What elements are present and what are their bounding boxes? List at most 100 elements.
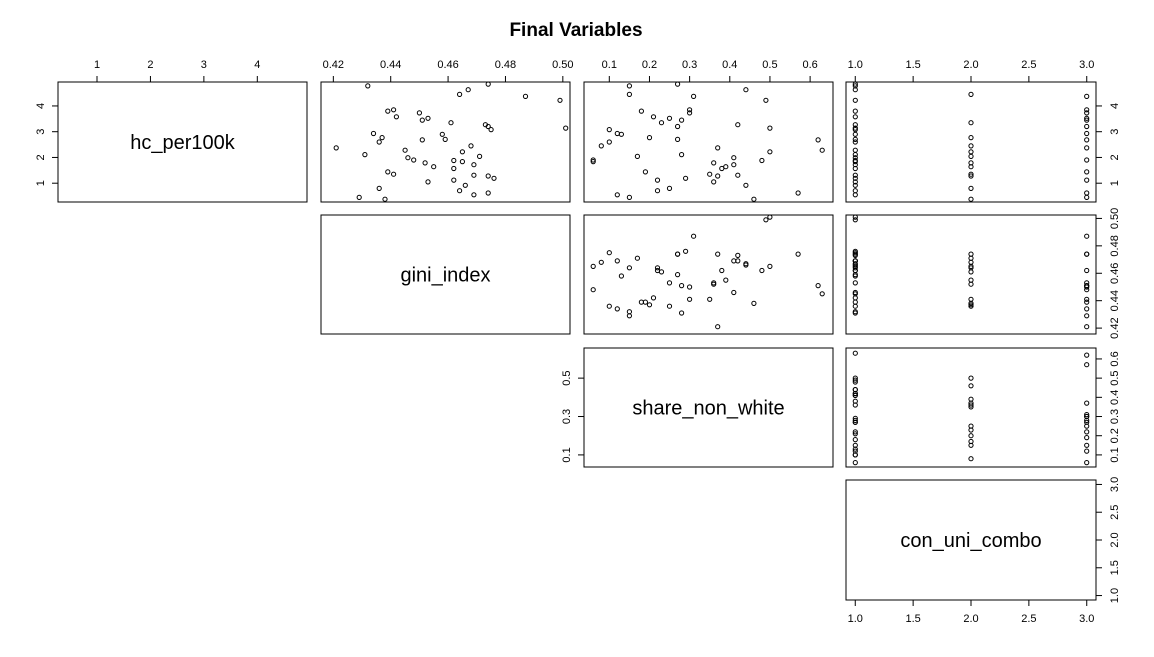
point-gini_index-share_non_white xyxy=(666,303,673,309)
point-gini_index-share_non_white xyxy=(731,289,737,296)
point-hc_per100k-gini_index xyxy=(485,173,491,179)
point-hc_per100k-gini_index xyxy=(405,155,411,161)
point-gini_index-con_uni_combo xyxy=(1084,324,1090,330)
point-hc_per100k-gini_index xyxy=(431,164,437,170)
point-share_non_white-con_uni_combo xyxy=(852,429,858,435)
chart-title: Final Variables xyxy=(509,20,642,41)
point-gini_index-con_uni_combo xyxy=(852,248,858,254)
point-hc_per100k-share_non_white xyxy=(763,97,769,103)
variable-label-gini_index: gini_index xyxy=(400,265,490,287)
x-axis-tick-label-con_uni_combo: 2.0 xyxy=(963,613,978,625)
point-hc_per100k-share_non_white xyxy=(711,160,717,166)
point-hc_per100k-share_non_white xyxy=(590,157,596,163)
point-hc_per100k-gini_index xyxy=(416,110,422,116)
x-axis-tick-label-con_uni_combo: 1.0 xyxy=(848,59,863,71)
panel-hc_per100k-con_uni_combo xyxy=(845,81,1097,203)
point-hc_per100k-share_non_white xyxy=(626,194,633,200)
point-gini_index-con_uni_combo xyxy=(968,277,974,283)
point-gini_index-share_non_white xyxy=(819,291,825,297)
point-gini_index-share_non_white xyxy=(590,263,596,269)
point-gini_index-share_non_white xyxy=(590,287,596,293)
y-axis-tick-label-hc_per100k: 3 xyxy=(35,129,47,135)
point-hc_per100k-share_non_white xyxy=(598,143,604,149)
point-hc_per100k-share_non_white xyxy=(719,165,725,172)
point-hc_per100k-gini_index xyxy=(382,196,388,202)
point-hc_per100k-share_non_white xyxy=(723,164,729,170)
point-gini_index-share_non_white xyxy=(675,272,681,278)
point-hc_per100k-gini_index xyxy=(333,145,339,151)
point-share_non_white-con_uni_combo xyxy=(1084,448,1090,454)
point-share_non_white-con_uni_combo xyxy=(852,379,858,385)
y-axis-tick-label-con_uni_combo: 2.0 xyxy=(1109,532,1121,547)
point-gini_index-share_non_white xyxy=(711,280,717,286)
point-share_non_white-con_uni_combo xyxy=(852,415,858,421)
point-hc_per100k-con_uni_combo xyxy=(968,143,974,149)
point-hc_per100k-con_uni_combo xyxy=(968,135,974,141)
point-gini_index-con_uni_combo xyxy=(968,263,974,269)
point-gini_index-con_uni_combo xyxy=(852,258,858,264)
point-gini_index-con_uni_combo xyxy=(1084,233,1090,239)
point-hc_per100k-gini_index xyxy=(485,123,491,130)
point-gini_index-share_non_white xyxy=(606,303,612,309)
point-hc_per100k-share_non_white xyxy=(614,192,620,198)
variable-label-con_uni_combo: con_uni_combo xyxy=(900,530,1041,552)
y-axis-tick-label-gini_index: 0.46 xyxy=(1109,263,1121,284)
point-hc_per100k-gini_index xyxy=(457,91,463,98)
point-hc_per100k-con_uni_combo xyxy=(852,131,858,137)
x-axis-tick-label-con_uni_combo: 1.5 xyxy=(905,613,920,625)
x-axis-tick-label-gini_index: 0.46 xyxy=(437,59,458,71)
point-hc_per100k-share_non_white xyxy=(735,172,741,178)
point-hc_per100k-con_uni_combo xyxy=(1084,130,1090,137)
point-gini_index-con_uni_combo xyxy=(968,300,974,306)
y-axis-tick-label-gini_index: 0.42 xyxy=(1109,317,1121,338)
point-hc_per100k-share_non_white xyxy=(666,115,673,121)
y-axis-tick-label-hc_per100k: 2 xyxy=(35,154,47,160)
point-hc_per100k-share_non_white xyxy=(687,110,693,116)
point-hc_per100k-con_uni_combo xyxy=(852,172,858,178)
point-hc_per100k-gini_index xyxy=(451,165,457,172)
point-gini_index-share_non_white xyxy=(687,296,693,302)
point-hc_per100k-con_uni_combo xyxy=(852,122,858,128)
x-axis-tick-label-con_uni_combo: 3.0 xyxy=(1079,59,1094,71)
x-axis-tick-label-gini_index: 0.42 xyxy=(323,59,344,71)
point-gini_index-share_non_white xyxy=(614,306,620,312)
point-hc_per100k-gini_index xyxy=(376,185,382,191)
y-axis-tick-label-con_uni_combo: 2.5 xyxy=(1109,505,1121,520)
point-share_non_white-con_uni_combo xyxy=(852,460,858,466)
point-hc_per100k-gini_index xyxy=(462,182,468,188)
point-gini_index-share_non_white xyxy=(626,309,633,315)
variable-label-hc_per100k: hc_per100k xyxy=(130,132,236,154)
point-hc_per100k-share_non_white xyxy=(650,114,657,120)
x-axis-tick-label-hc_per100k: 2 xyxy=(147,59,153,71)
point-hc_per100k-con_uni_combo xyxy=(1084,107,1090,113)
point-gini_index-share_non_white xyxy=(719,267,725,274)
variable-label-share_non_white: share_non_white xyxy=(632,398,784,420)
point-hc_per100k-share_non_white xyxy=(634,153,641,159)
point-hc_per100k-share_non_white xyxy=(751,196,757,202)
point-gini_index-share_non_white xyxy=(691,233,697,239)
point-hc_per100k-share_non_white xyxy=(614,130,620,137)
point-hc_per100k-con_uni_combo xyxy=(852,165,858,172)
point-hc_per100k-con_uni_combo xyxy=(1084,194,1090,200)
point-gini_index-share_non_white xyxy=(679,283,685,289)
point-hc_per100k-gini_index xyxy=(485,190,491,196)
x-axis-tick-label-share_non_white: 0.1 xyxy=(602,59,617,71)
point-gini_index-share_non_white xyxy=(795,251,801,257)
point-gini_index-con_uni_combo xyxy=(852,310,858,316)
point-hc_per100k-con_uni_combo xyxy=(1084,190,1090,196)
point-gini_index-share_non_white xyxy=(679,310,685,316)
point-hc_per100k-con_uni_combo xyxy=(852,87,858,93)
point-gini_index-share_non_white xyxy=(614,258,620,264)
point-hc_per100k-gini_index xyxy=(393,114,399,120)
point-hc_per100k-con_uni_combo xyxy=(1084,115,1090,121)
y-axis-tick-label-left-share_non_white: 0.1 xyxy=(561,447,573,462)
point-hc_per100k-share_non_white xyxy=(731,155,737,161)
point-hc_per100k-con_uni_combo xyxy=(852,139,858,145)
point-hc_per100k-con_uni_combo xyxy=(1084,93,1090,100)
point-hc_per100k-con_uni_combo xyxy=(968,171,974,177)
point-hc_per100k-con_uni_combo xyxy=(1084,177,1090,183)
point-hc_per100k-share_non_white xyxy=(626,83,633,89)
point-gini_index-con_uni_combo xyxy=(968,303,974,309)
point-hc_per100k-share_non_white xyxy=(711,179,717,185)
